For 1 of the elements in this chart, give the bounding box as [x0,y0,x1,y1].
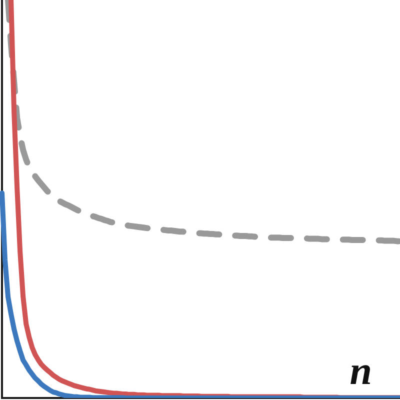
x-axis-title: n [350,348,372,393]
